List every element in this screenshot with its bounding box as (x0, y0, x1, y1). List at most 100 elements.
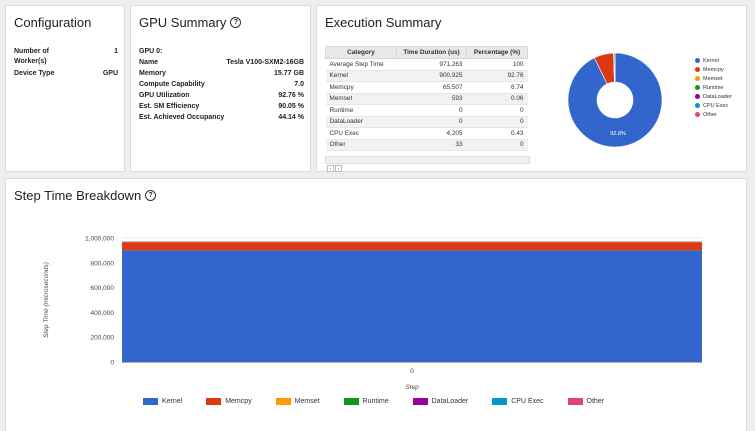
column-header[interactable]: Percentage (%) (466, 46, 528, 59)
table-row: Kernel 900,925 92.76 (325, 70, 528, 82)
legend-swatch (695, 58, 700, 63)
bar-segment-memcpy[interactable] (122, 242, 702, 251)
gpu-summary-card: GPU Summary? GPU 0: Name Tesla V100-SXM2… (130, 5, 311, 172)
value-cell: 0.43 (466, 127, 528, 140)
pager-prev-icon[interactable]: ‹ (327, 165, 334, 172)
category-cell: CPU Exec (325, 127, 397, 140)
legend-swatch (695, 112, 700, 117)
table-row: Memset 593 0.06 (325, 93, 528, 105)
value-cell: 92.76 (466, 70, 528, 82)
value-cell: 0 (466, 104, 528, 117)
value-cell: 593 (396, 93, 467, 105)
legend-label: Memcpy (703, 66, 724, 73)
pie-slice-kernel[interactable] (567, 52, 663, 148)
table-body: Average Step Time 971,263 100 Kernel 900,925… (325, 58, 528, 151)
value-cell: 4,205 (396, 127, 467, 140)
value-cell: 0 (396, 104, 467, 117)
gpu-row-memory: Memory 15.77 GB (139, 70, 304, 77)
legend-label: Kernel (703, 57, 719, 64)
step-legend-item[interactable]: Runtime (343, 398, 389, 405)
config-value: 1 (114, 48, 118, 55)
table-row: Runtime 0 0 (325, 104, 528, 117)
legend-swatch (343, 398, 359, 405)
step-legend-item[interactable]: DataLoader (412, 398, 469, 405)
table-row: Average Step Time 971,263 100 (325, 58, 528, 71)
value-cell: 0 (466, 116, 528, 128)
help-icon[interactable]: ? (145, 190, 157, 201)
config-label: Device Type (14, 70, 55, 77)
y-tick-label: 800,000 (91, 260, 115, 267)
legend-label: Other (586, 398, 605, 405)
legend-label: DataLoader (431, 398, 469, 405)
gpu-row-name: Name Tesla V100-SXM2-16GB (139, 59, 304, 66)
column-header[interactable]: Time Duration (us) (396, 46, 467, 59)
pie-legend: Kernel Memcpy Memset Runtime DataLoader CPU E… (695, 56, 732, 119)
pie-legend-item[interactable]: Memset (695, 74, 732, 83)
value-cell: 900,925 (396, 70, 467, 82)
pie-legend-item[interactable]: Kernel (695, 56, 732, 65)
step-legend-item[interactable]: Other (567, 398, 605, 405)
value-cell: 971,263 (396, 58, 467, 71)
legend-label: CPU Exec (703, 102, 729, 109)
legend-label: Other (703, 111, 717, 118)
table-header-row: Category Time Duration (us) Percentage (… (325, 46, 528, 59)
step-legend-item[interactable]: Memcpy (206, 398, 252, 405)
legend-label: DataLoader (703, 93, 732, 100)
legend-swatch (695, 103, 700, 108)
legend-label: Memset (294, 398, 320, 405)
pie-legend-item[interactable]: Other (695, 110, 732, 119)
execution-summary-title: Execution Summary (325, 15, 442, 30)
step-time-title: Step Time Breakdown? (14, 188, 157, 203)
value-cell: 0 (466, 139, 528, 151)
gpu-heading: GPU 0: (139, 48, 163, 55)
y-tick-label: 400,000 (91, 310, 115, 317)
column-header[interactable]: Category (325, 46, 397, 59)
category-cell: Other (325, 139, 397, 151)
step-legend-item[interactable]: Memset (275, 398, 320, 405)
step-legend-item[interactable]: Kernel (142, 398, 182, 405)
legend-swatch (492, 398, 508, 405)
configuration-title: Configuration (14, 15, 92, 30)
y-tick-label: 0 (110, 360, 114, 367)
help-icon[interactable]: ? (230, 17, 242, 28)
pager-next-icon[interactable]: › (335, 165, 342, 172)
pie-legend-item[interactable]: Runtime (695, 83, 732, 92)
value-cell: 0 (396, 116, 467, 128)
legend-label: CPU Exec (511, 398, 544, 405)
legend-swatch (142, 398, 158, 405)
value-cell: 33 (396, 139, 467, 151)
category-cell: Average Step Time (325, 58, 397, 71)
legend-label: Runtime (362, 398, 389, 405)
y-tick-label: 200,000 (91, 335, 115, 342)
category-cell: Runtime (325, 104, 397, 117)
pie-legend-item[interactable]: CPU Exec (695, 101, 732, 110)
legend-label: Memset (703, 75, 723, 82)
execution-summary-table: Category Time Duration (us) Percentage (… (325, 46, 528, 151)
x-tick-label: 0 (410, 368, 414, 375)
step-legend-item[interactable]: CPU Exec (492, 398, 544, 405)
bar-segment-kernel[interactable] (122, 250, 702, 362)
pie-slice-label: 92.8% (610, 131, 626, 137)
gpu-row-occupancy: Est. Achieved Occupancy 44.14 % (139, 114, 304, 121)
category-cell: Kernel (325, 70, 397, 82)
step-time-legend: Kernel Memcpy Memset Runtime DataLoader CPU E… (0, 398, 747, 405)
y-tick-label: 600,000 (91, 285, 115, 292)
category-cell: DataLoader (325, 116, 397, 128)
legend-swatch (695, 76, 700, 81)
config-row-workers: Number of Worker(s) 1 (14, 48, 118, 68)
value-cell: 6.74 (466, 81, 528, 94)
pie-legend-item[interactable]: DataLoader (695, 92, 732, 101)
table-row: Other 33 0 (325, 139, 528, 151)
execution-pie-chart: 92.8% (567, 52, 663, 148)
gpu-row-sm-efficiency: Est. SM Efficiency 90.05 % (139, 103, 304, 110)
pie-legend-item[interactable]: Memcpy (695, 65, 732, 74)
y-tick-label: 1,000,000 (85, 236, 114, 243)
table-pager: ‹ › (325, 156, 530, 172)
legend-swatch (567, 398, 583, 405)
legend-swatch (695, 67, 700, 72)
config-label: Worker(s) (14, 58, 47, 65)
table-row: CPU Exec 4,205 0.43 (325, 127, 528, 140)
config-value: GPU (102, 70, 118, 77)
category-cell: Memcpy (325, 81, 397, 94)
